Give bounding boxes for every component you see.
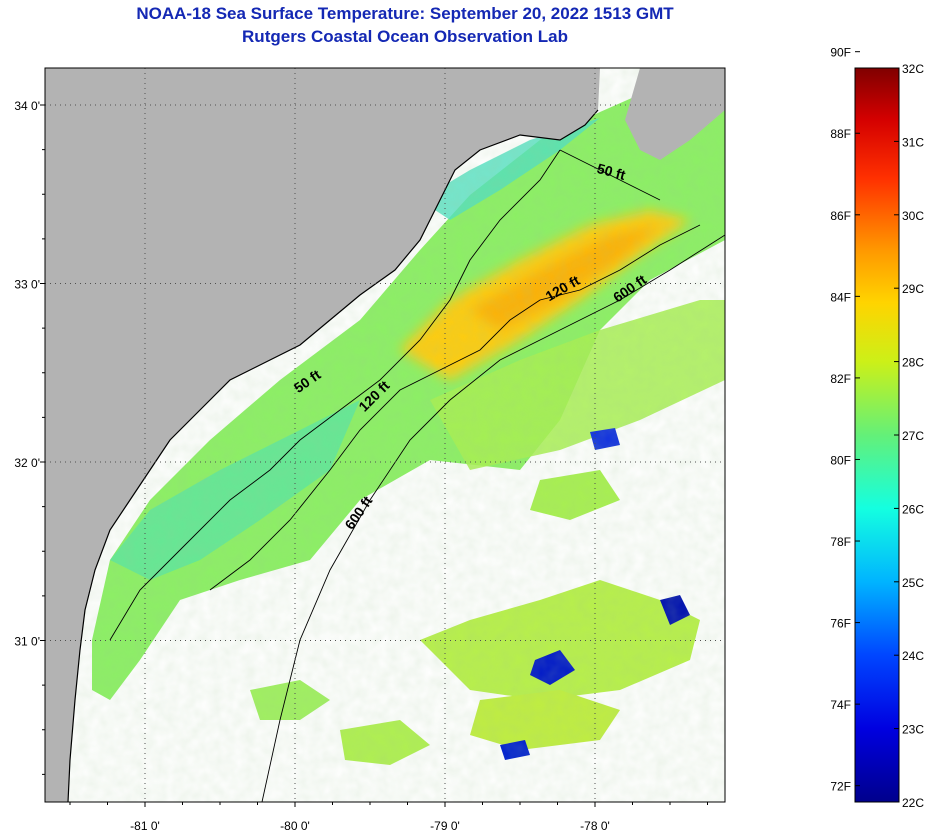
celsius-label: 27C [902, 429, 924, 443]
lat-label: 31 0' [14, 635, 40, 649]
celsius-label: 25C [902, 576, 924, 590]
land-northeast [625, 68, 725, 160]
map-subtitle: Rutgers Coastal Ocean Observation Lab [242, 27, 568, 46]
fahrenheit-label: 84F [830, 290, 851, 304]
fahrenheit-label: 76F [830, 617, 851, 631]
map-title: NOAA-18 Sea Surface Temperature: Septemb… [136, 4, 674, 23]
fahrenheit-label: 82F [830, 372, 851, 386]
lon-label: -78 0' [580, 819, 610, 832]
celsius-label: 30C [902, 209, 924, 223]
fahrenheit-label: 86F [830, 209, 851, 223]
fahrenheit-label: 72F [830, 780, 851, 794]
graticule [45, 68, 725, 802]
celsius-label: 29C [902, 282, 924, 296]
fahrenheit-label: 88F [830, 127, 851, 141]
celsius-label: 31C [902, 135, 924, 149]
celsius-label: 22C [902, 796, 924, 810]
celsius-label: 23C [902, 723, 924, 737]
celsius-label: 26C [902, 502, 924, 516]
lon-label: -80 0' [280, 819, 310, 832]
celsius-label: 24C [902, 649, 924, 663]
coastline [67, 109, 599, 802]
isobath-120ft [209, 224, 701, 591]
lat-label: 33 0' [14, 278, 40, 292]
fahrenheit-label: 90F [830, 46, 851, 60]
lat-label: 32 0' [14, 456, 40, 470]
land-mass [45, 68, 600, 802]
fahrenheit-label: 78F [830, 535, 851, 549]
map-axes: 34 0' 33 0' 32 0' 31 0' -81 0' -80 0' -79 0' -7… [14, 99, 708, 832]
celsius-label: 32C [902, 62, 924, 76]
fahrenheit-label: 80F [830, 453, 851, 467]
isobath-600ft [261, 234, 725, 802]
colorbar-gradient [854, 67, 900, 803]
colorbar: 32C 31C 30C 29C 28C 27C 26C 25C 24C 23C 22C 90F 88F 8… [830, 46, 924, 810]
fahrenheit-label: 74F [830, 698, 851, 712]
map-frame [44, 67, 726, 803]
isobath-50ft [109, 149, 661, 641]
celsius-label: 28C [902, 356, 924, 370]
lon-label: -79 0' [430, 819, 460, 832]
colorbar-ticks: 32C 31C 30C 29C 28C 27C 26C 25C 24C 23C 22C 90F 88F 8… [830, 46, 924, 810]
lat-label: 34 0' [14, 99, 40, 113]
depth-label: 50 ft [595, 160, 627, 183]
lon-label: -81 0' [130, 819, 160, 832]
